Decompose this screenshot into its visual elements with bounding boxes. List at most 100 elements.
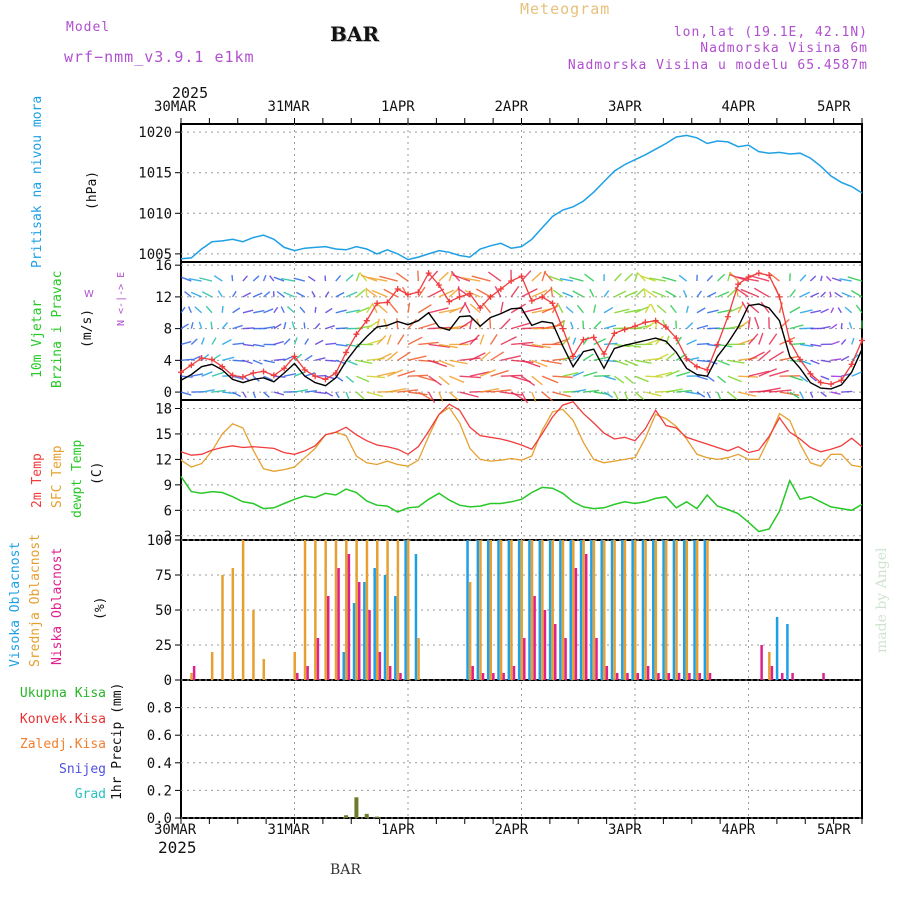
wind-arrow bbox=[706, 359, 718, 365]
wind-arrow bbox=[758, 368, 777, 377]
wind-gust-marker bbox=[312, 373, 319, 380]
wind-arrow bbox=[665, 388, 683, 393]
cloud-bar-mid bbox=[644, 540, 647, 680]
cloud-bar-high bbox=[775, 617, 779, 680]
wind-arrow bbox=[799, 375, 809, 383]
cloud-bar-mid bbox=[541, 540, 544, 680]
cloud-bar-mid bbox=[396, 540, 400, 680]
wind-arrow bbox=[211, 337, 217, 345]
wind-arrow bbox=[809, 275, 817, 282]
cloud-bar-mid bbox=[675, 540, 678, 680]
wind-arrow bbox=[640, 275, 656, 282]
cloud-bar-low bbox=[688, 673, 691, 680]
legend-rain-conv: Konvek.Kisa bbox=[19, 712, 106, 727]
wind-arrow bbox=[198, 321, 203, 329]
wind-arrow bbox=[242, 292, 252, 298]
wind-arrow bbox=[395, 272, 409, 282]
wind-arrow bbox=[500, 318, 511, 330]
cloud-bar-mid bbox=[510, 540, 513, 680]
wind-gust-marker bbox=[394, 285, 401, 292]
wind-arrow bbox=[253, 343, 265, 348]
wind-arrow bbox=[727, 359, 745, 364]
wind-gust-marker bbox=[632, 323, 638, 330]
wind-arrow bbox=[810, 359, 820, 365]
bottom-date-label: 30MAR bbox=[154, 822, 197, 838]
wind-gust-marker bbox=[198, 354, 205, 361]
wind-arrow bbox=[469, 303, 481, 314]
cloud-bar-low bbox=[646, 666, 650, 680]
wind-gust-marker bbox=[250, 370, 257, 377]
wind-arrow bbox=[479, 351, 491, 361]
wind-arrow bbox=[180, 340, 192, 346]
wind-arrow bbox=[706, 391, 711, 399]
cloud-bar-mid bbox=[252, 610, 255, 680]
wind-arrow bbox=[366, 375, 385, 379]
cloud-bar-low bbox=[822, 673, 825, 680]
wind-arrow bbox=[368, 276, 388, 282]
cloud-bar-low bbox=[296, 673, 299, 680]
wind-arrow bbox=[799, 391, 805, 399]
cloud-bar-mid bbox=[406, 540, 410, 680]
wind-arrow bbox=[242, 309, 254, 314]
wind-arrow bbox=[830, 323, 838, 330]
cloud-bar-high bbox=[548, 540, 552, 680]
wind-arrow bbox=[737, 338, 755, 346]
wind-arrow bbox=[717, 291, 730, 298]
cloud-bar-mid bbox=[355, 540, 358, 680]
wind-arrow bbox=[603, 290, 610, 298]
cloud-bar-mid bbox=[479, 540, 482, 680]
cloud-bar-mid bbox=[468, 582, 472, 680]
wind-gust-marker bbox=[415, 289, 422, 296]
wind-arrow bbox=[848, 321, 853, 329]
pressure-ytick-label: 1020 bbox=[138, 125, 172, 141]
wind-arrow bbox=[500, 391, 523, 396]
wind-arrow bbox=[314, 339, 324, 346]
wind-arrow bbox=[428, 343, 451, 348]
wind-arrow bbox=[417, 286, 426, 298]
wind-arrow bbox=[810, 292, 820, 298]
cloud-bar-mid bbox=[613, 540, 616, 680]
cloud-bar-mid bbox=[572, 540, 575, 680]
wind-arrow bbox=[314, 357, 326, 362]
wind-arrow bbox=[314, 306, 317, 313]
wind-arrow bbox=[696, 324, 709, 330]
wind-arrow bbox=[727, 391, 738, 401]
wind-arrow bbox=[417, 391, 433, 401]
wind-arrow bbox=[263, 291, 271, 298]
wind-arrow bbox=[521, 288, 538, 298]
wind-arrow bbox=[325, 359, 337, 362]
wind-arrow bbox=[748, 370, 770, 377]
wind-arrow bbox=[820, 275, 823, 282]
wind-arrow bbox=[644, 320, 657, 330]
wind-arrow bbox=[487, 271, 502, 282]
wind-arrow bbox=[311, 291, 316, 298]
cloud-bar-high bbox=[414, 554, 418, 680]
wind-arrow bbox=[650, 303, 657, 314]
sfc-temp-line bbox=[180, 406, 863, 472]
wind-arrow bbox=[376, 371, 396, 377]
wind-arrow bbox=[324, 291, 330, 298]
wind-arrow bbox=[457, 287, 471, 298]
top-date-label: 1APR bbox=[381, 99, 415, 115]
cloud-bar-high bbox=[652, 540, 655, 680]
wind-arrow bbox=[475, 288, 491, 298]
top-date-label: 31MAR bbox=[267, 99, 310, 115]
wind-arrow bbox=[263, 359, 275, 364]
wind-gust-marker bbox=[704, 366, 711, 373]
wind-gust-marker bbox=[528, 297, 535, 304]
wind-arrow bbox=[500, 355, 521, 362]
cloud-bar-mid bbox=[303, 540, 307, 680]
cloud-bar-high bbox=[631, 540, 634, 680]
cloud-bar-high bbox=[394, 596, 397, 680]
legend-snow: Snijeg bbox=[59, 762, 106, 777]
cloud-bar-low bbox=[770, 666, 774, 680]
wind-arrow bbox=[190, 338, 198, 345]
wind-arrow bbox=[459, 357, 481, 362]
wind-arrow bbox=[738, 357, 758, 362]
wind-arrow bbox=[789, 391, 800, 399]
wind-gust-marker bbox=[838, 377, 845, 384]
bottom-date-label: 1APR bbox=[381, 822, 415, 838]
wind-arrow bbox=[747, 333, 759, 345]
wind-arrow bbox=[789, 306, 801, 314]
wind-ytick-label: 4 bbox=[164, 353, 172, 369]
